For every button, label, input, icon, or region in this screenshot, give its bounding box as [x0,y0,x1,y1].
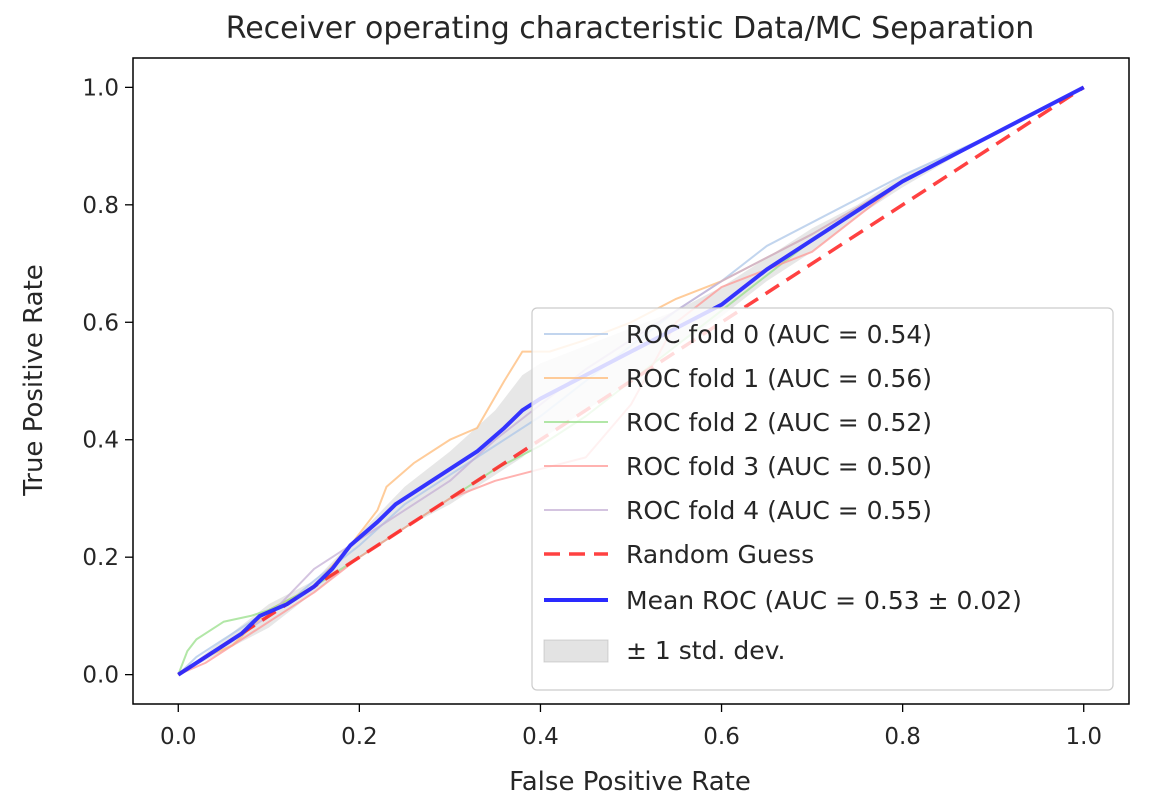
y-tick-label: 0.2 [82,545,119,571]
legend-entry-fold-2-label: ROC fold 2 (AUC = 0.52) [626,408,932,437]
x-axis-label: False Positive Rate [509,767,751,797]
y-axis-label: True Positive Rate [19,264,49,497]
x-tick-label: 0.2 [341,724,378,750]
y-tick-label: 0.6 [82,310,119,336]
series-line-mean-roc [177,85,1085,677]
chart-title: Receiver operating characteristic Data/M… [226,11,1035,46]
x-tick-label: 0.0 [160,724,197,750]
x-tick-label: 0.8 [884,724,921,750]
y-tick-label: 1.0 [82,75,119,101]
x-tick-label: 0.6 [703,724,740,750]
x-tick-label: 1.0 [1065,724,1102,750]
y-tick-label: 0.0 [82,663,119,689]
y-tick-label: 0.8 [82,193,119,219]
legend: ROC fold 0 (AUC = 0.54) ROC fold 1 (AUC =… [531,307,1114,691]
legend-entry-fold-4-label: ROC fold 4 (AUC = 0.55) [626,496,932,525]
legend-entry-std-dev-label: ± 1 std. dev. [626,636,785,665]
legend-entry-fold-3-label: ROC fold 3 (AUC = 0.50) [626,452,932,481]
legend-entry-fold-0-label: ROC fold 0 (AUC = 0.54) [626,320,932,349]
x-tick-label: 0.4 [522,724,559,750]
legend-entry-mean-roc-label: Mean ROC (AUC = 0.53 ± 0.02) [626,586,1022,615]
legend-entry-fold-1-label: ROC fold 1 (AUC = 0.56) [626,364,932,393]
axis-ticks: 0.0 0.2 0.4 0.6 0.8 1.0 0.0 0.2 0.4 0.6 0.8 1.0 [82,75,1102,750]
axes-frame [132,57,1130,705]
legend-entry-random-guess-label: Random Guess [626,540,814,569]
legend-box [531,307,1114,691]
y-tick-label: 0.4 [82,428,119,454]
legend-entry-std-dev-swatch [543,639,609,663]
